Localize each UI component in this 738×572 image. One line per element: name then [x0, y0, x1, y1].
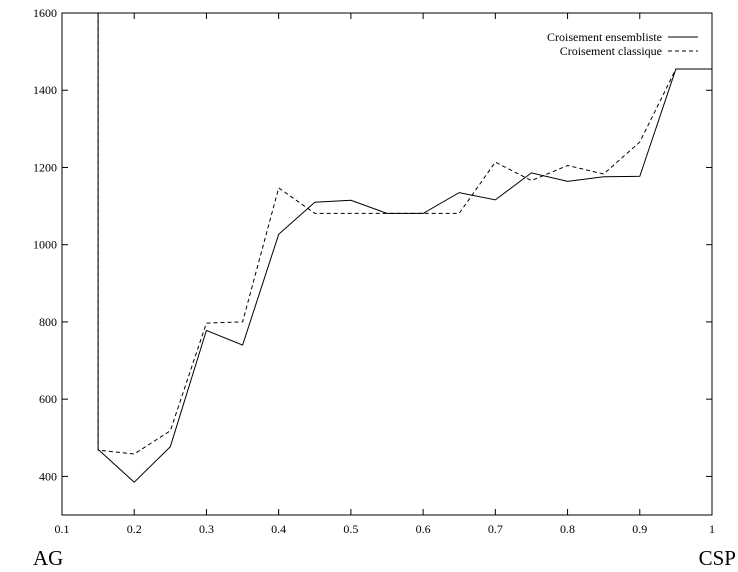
- legend-label-2: Croisement classique: [560, 44, 662, 58]
- x-tick-label: 0.1: [55, 522, 70, 536]
- y-tick-label: 1200: [33, 160, 57, 174]
- series-layer: [97, 13, 712, 483]
- y-axis-ticks: 400 600 800 1000 1200 1400 1600: [33, 6, 712, 483]
- y-tick-label: 600: [39, 392, 57, 406]
- x-tick-label: 0.9: [632, 522, 647, 536]
- x-tick-label: 0.3: [199, 522, 214, 536]
- corner-label-left: AG: [33, 546, 63, 570]
- y-tick-label: 400: [39, 469, 57, 483]
- series-line-2: [97, 13, 712, 455]
- legend-label-1: Croisement ensembliste: [547, 30, 662, 44]
- corner-label-right: CSP: [699, 546, 736, 570]
- y-tick-label: 1000: [33, 238, 57, 252]
- x-tick-label: 0.2: [127, 522, 142, 536]
- x-tick-label: 0.6: [416, 522, 431, 536]
- plot-frame: [61, 12, 713, 516]
- y-tick-label: 800: [39, 315, 57, 329]
- x-tick-label: 1: [709, 522, 715, 536]
- series-line-1: [97, 13, 712, 483]
- x-tick-label: 0.5: [343, 522, 358, 536]
- x-tick-label: 0.7: [488, 522, 503, 536]
- x-tick-label: 0.8: [560, 522, 575, 536]
- y-tick-label: 1600: [33, 6, 57, 20]
- x-axis-ticks: 0.1 0.2 0.3 0.4 0.5 0.6 0.7 0.8 0.9 1: [55, 13, 715, 536]
- y-tick-label: 1400: [33, 83, 57, 97]
- x-tick-label: 0.4: [271, 522, 286, 536]
